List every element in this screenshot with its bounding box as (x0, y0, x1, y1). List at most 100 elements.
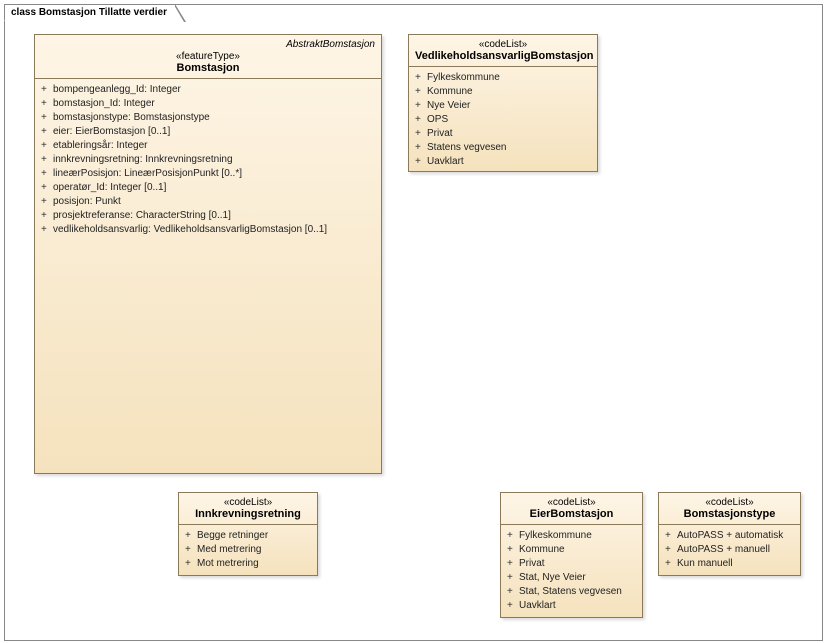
visibility-icon: + (507, 599, 519, 613)
attribute-text: Mot metrering (197, 557, 259, 571)
visibility-icon: + (41, 195, 53, 209)
visibility-icon: + (415, 155, 427, 169)
diagram-title-tab: class Bomstasjon Tillatte verdier (4, 4, 176, 21)
visibility-icon: + (41, 181, 53, 195)
attribute-text: bomstasjonstype: Bomstasjonstype (53, 111, 210, 125)
visibility-icon: + (415, 85, 427, 99)
attribute-text: lineærPosisjon: LineærPosisjonPunkt [0..… (53, 167, 242, 181)
visibility-icon: + (507, 529, 519, 543)
attribute-row: +OPS (415, 113, 591, 127)
attribute-row: +eier: EierBomstasjon [0..1] (41, 125, 375, 139)
attribute-row: +Kommune (415, 85, 591, 99)
tab-prefix: class (11, 7, 36, 18)
visibility-icon: + (185, 543, 197, 557)
attribute-compartment: +AutoPASS + automatisk+AutoPASS + manuel… (659, 525, 800, 575)
attribute-row: +Privat (415, 127, 591, 141)
attribute-text: eier: EierBomstasjon [0..1] (53, 125, 170, 139)
visibility-icon: + (41, 153, 53, 167)
visibility-icon: + (507, 585, 519, 599)
uml-diagram: class Bomstasjon Tillatte verdier Abstra… (4, 4, 823, 641)
class-innkrevning: «codeList» Innkrevningsretning +Begge re… (178, 492, 318, 576)
stereotype: «codeList» (507, 497, 636, 508)
stereotype: «codeList» (665, 497, 794, 508)
class-header: «codeList» Bomstasjonstype (659, 493, 800, 525)
attribute-row: +lineærPosisjon: LineærPosisjonPunkt [0.… (41, 167, 375, 181)
attribute-text: Privat (519, 557, 545, 571)
class-eier: «codeList» EierBomstasjon +Fylkeskommune… (500, 492, 643, 618)
stereotype: «featureType» (41, 51, 375, 62)
attribute-text: Med metrering (197, 543, 261, 557)
visibility-icon: + (415, 99, 427, 113)
attribute-row: +vedlikeholdsansvarlig: Vedlikeholdsansv… (41, 223, 375, 237)
attribute-row: +Uavklart (415, 155, 591, 169)
visibility-icon: + (415, 127, 427, 141)
visibility-icon: + (41, 223, 53, 237)
visibility-icon: + (41, 83, 53, 97)
visibility-icon: + (507, 571, 519, 585)
visibility-icon: + (41, 125, 53, 139)
attribute-text: etableringsår: Integer (53, 139, 148, 153)
visibility-icon: + (415, 71, 427, 85)
attribute-text: posisjon: Punkt (53, 195, 121, 209)
attribute-row: +innkrevningsretning: Innkrevningsretnin… (41, 153, 375, 167)
attribute-text: bompengeanlegg_Id: Integer (53, 83, 181, 97)
attribute-row: +Stat, Statens vegvesen (507, 585, 636, 599)
attribute-row: +Fylkeskommune (507, 529, 636, 543)
visibility-icon: + (41, 111, 53, 125)
attribute-compartment: +Fylkeskommune+Kommune+Privat+Stat, Nye … (501, 525, 642, 617)
attribute-text: AutoPASS + manuell (677, 543, 770, 557)
attribute-compartment: +bompengeanlegg_Id: Integer+bomstasjon_I… (35, 79, 381, 241)
attribute-row: +bomstasjonstype: Bomstasjonstype (41, 111, 375, 125)
visibility-icon: + (665, 543, 677, 557)
visibility-icon: + (507, 557, 519, 571)
class-name: Bomstasjon (41, 62, 375, 74)
attribute-row: +prosjektreferanse: CharacterString [0..… (41, 209, 375, 223)
attribute-compartment: +Fylkeskommune+Kommune+Nye Veier+OPS+Pri… (409, 67, 597, 173)
abstract-parent-label: AbstraktBomstasjon (286, 39, 375, 50)
attribute-row: +AutoPASS + manuell (665, 543, 794, 557)
visibility-icon: + (665, 529, 677, 543)
visibility-icon: + (41, 97, 53, 111)
attribute-text: Stat, Statens vegvesen (519, 585, 622, 599)
attribute-text: prosjektreferanse: CharacterString [0..1… (53, 209, 231, 223)
class-header: «codeList» EierBomstasjon (501, 493, 642, 525)
class-header: AbstraktBomstasjon «featureType» Bomstas… (35, 35, 381, 79)
visibility-icon: + (665, 557, 677, 571)
attribute-text: vedlikeholdsansvarlig: Vedlikeholdsansva… (53, 223, 327, 237)
class-vedlikehold: «codeList» VedlikeholdsansvarligBomstasj… (408, 34, 598, 172)
attribute-text: OPS (427, 113, 448, 127)
attribute-row: +posisjon: Punkt (41, 195, 375, 209)
attribute-row: +operatør_Id: Integer [0..1] (41, 181, 375, 195)
class-bomstasjon: AbstraktBomstasjon «featureType» Bomstas… (34, 34, 382, 474)
visibility-icon: + (185, 557, 197, 571)
attribute-row: +Uavklart (507, 599, 636, 613)
class-name: VedlikeholdsansvarligBomstasjon (415, 50, 591, 62)
attribute-text: Fylkeskommune (519, 529, 592, 543)
attribute-text: Privat (427, 127, 453, 141)
attribute-row: +Med metrering (185, 543, 311, 557)
visibility-icon: + (41, 167, 53, 181)
attribute-row: +Begge retninger (185, 529, 311, 543)
class-header: «codeList» VedlikeholdsansvarligBomstasj… (409, 35, 597, 67)
attribute-row: +Kun manuell (665, 557, 794, 571)
attribute-text: Kommune (519, 543, 565, 557)
attribute-text: Kommune (427, 85, 473, 99)
attribute-text: innkrevningsretning: Innkrevningsretning (53, 153, 233, 167)
class-name: EierBomstasjon (507, 508, 636, 520)
visibility-icon: + (415, 141, 427, 155)
class-name: Innkrevningsretning (185, 508, 311, 520)
attribute-row: +Stat, Nye Veier (507, 571, 636, 585)
stereotype: «codeList» (415, 39, 591, 50)
visibility-icon: + (185, 529, 197, 543)
attribute-text: operatør_Id: Integer [0..1] (53, 181, 166, 195)
attribute-row: +bompengeanlegg_Id: Integer (41, 83, 375, 97)
attribute-row: +Kommune (507, 543, 636, 557)
attribute-text: bomstasjon_Id: Integer (53, 97, 155, 111)
class-header: «codeList» Innkrevningsretning (179, 493, 317, 525)
attribute-row: +Privat (507, 557, 636, 571)
attribute-text: Begge retninger (197, 529, 268, 543)
attribute-text: AutoPASS + automatisk (677, 529, 783, 543)
attribute-text: Statens vegvesen (427, 141, 507, 155)
attribute-row: +Fylkeskommune (415, 71, 591, 85)
attribute-row: +Mot metrering (185, 557, 311, 571)
